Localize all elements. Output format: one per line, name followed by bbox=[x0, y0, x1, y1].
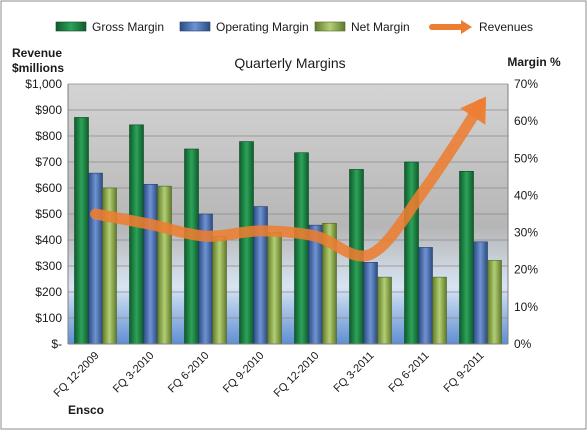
bar-gross-margin bbox=[74, 117, 89, 345]
bar-operating-margin bbox=[363, 261, 378, 345]
bar-net-margin bbox=[487, 260, 502, 345]
bar-operating-margin bbox=[418, 247, 433, 345]
bar-gross-margin bbox=[184, 148, 199, 345]
bar-operating-margin bbox=[473, 241, 488, 345]
legend-operating-margin-swatch bbox=[179, 21, 211, 32]
bar-net-margin bbox=[267, 232, 282, 345]
y-left-tick-label: $1,000 bbox=[25, 77, 62, 91]
y-right-tick-label: 30% bbox=[514, 226, 538, 240]
footer-label: Ensco bbox=[68, 403, 104, 417]
y-right-tick-label: 50% bbox=[514, 151, 538, 165]
y-right-tick-label: 40% bbox=[514, 188, 538, 202]
revenue-line bbox=[90, 96, 487, 262]
bar-operating-margin bbox=[143, 183, 158, 345]
legend-gross-margin-label: Gross Margin bbox=[92, 20, 164, 34]
y-left-label-line2: $millions bbox=[12, 61, 64, 75]
y-left-tick-label: $100 bbox=[35, 311, 62, 325]
legend-revenues-label: Revenues bbox=[479, 20, 533, 34]
bar-net-margin bbox=[157, 185, 172, 345]
legend-revenues-arrow bbox=[461, 20, 472, 34]
y-right-tick-label: 10% bbox=[514, 300, 538, 314]
y-left-tick-label: $900 bbox=[35, 103, 62, 117]
revenues-line bbox=[90, 99, 486, 262]
bar-net-margin bbox=[212, 235, 227, 345]
bar-gross-margin bbox=[239, 141, 254, 345]
y-left-tick-label: $300 bbox=[35, 259, 62, 273]
legend-net-margin-label: Net Margin bbox=[351, 20, 410, 34]
bar-gross-margin bbox=[294, 152, 309, 345]
y-left-tick-label: $600 bbox=[35, 181, 62, 195]
legend-operating-margin-label: Operating Margin bbox=[216, 20, 309, 34]
y-right-tick-label: 20% bbox=[514, 263, 538, 277]
y-left-tick-label: $800 bbox=[35, 129, 62, 143]
bar-net-margin bbox=[377, 276, 392, 345]
y-left-tick-label: $400 bbox=[35, 233, 62, 247]
legend-gross-margin-swatch bbox=[55, 21, 87, 32]
y-left-tick-label: $500 bbox=[35, 207, 62, 221]
y-right-tick-label: 60% bbox=[514, 114, 538, 128]
revenues-arrowhead bbox=[460, 96, 487, 125]
y-left-label-line1: Revenue bbox=[12, 46, 62, 60]
bar-net-margin bbox=[432, 276, 447, 345]
y-left-tick-label: $- bbox=[51, 337, 62, 351]
y-left-tick-label: $200 bbox=[35, 285, 62, 299]
bar-gross-margin bbox=[129, 124, 144, 345]
y-right-tick-label: 0% bbox=[514, 337, 532, 351]
y-right-tick-label: 70% bbox=[514, 77, 538, 91]
bar-operating-margin bbox=[88, 172, 103, 345]
legend-net-margin-swatch bbox=[314, 21, 346, 32]
bar-gross-margin bbox=[404, 161, 419, 345]
y-right-label: Margin % bbox=[507, 55, 561, 69]
chart-title: Quarterly Margins bbox=[234, 55, 345, 71]
legend: Gross Margin Operating Margin Net Margin Re… bbox=[55, 20, 533, 34]
bar-gross-margin bbox=[459, 170, 474, 345]
y-left-tick-label: $700 bbox=[35, 155, 62, 169]
